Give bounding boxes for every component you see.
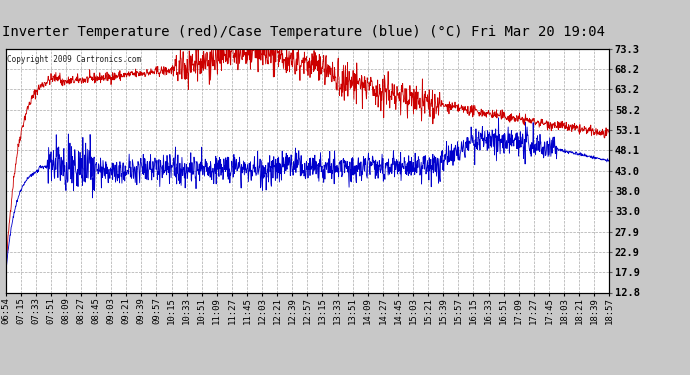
Text: Inverter Temperature (red)/Case Temperature (blue) (°C) Fri Mar 20 19:04: Inverter Temperature (red)/Case Temperat… [2,26,605,39]
Text: Copyright 2009 Cartronics.com: Copyright 2009 Cartronics.com [7,55,141,64]
